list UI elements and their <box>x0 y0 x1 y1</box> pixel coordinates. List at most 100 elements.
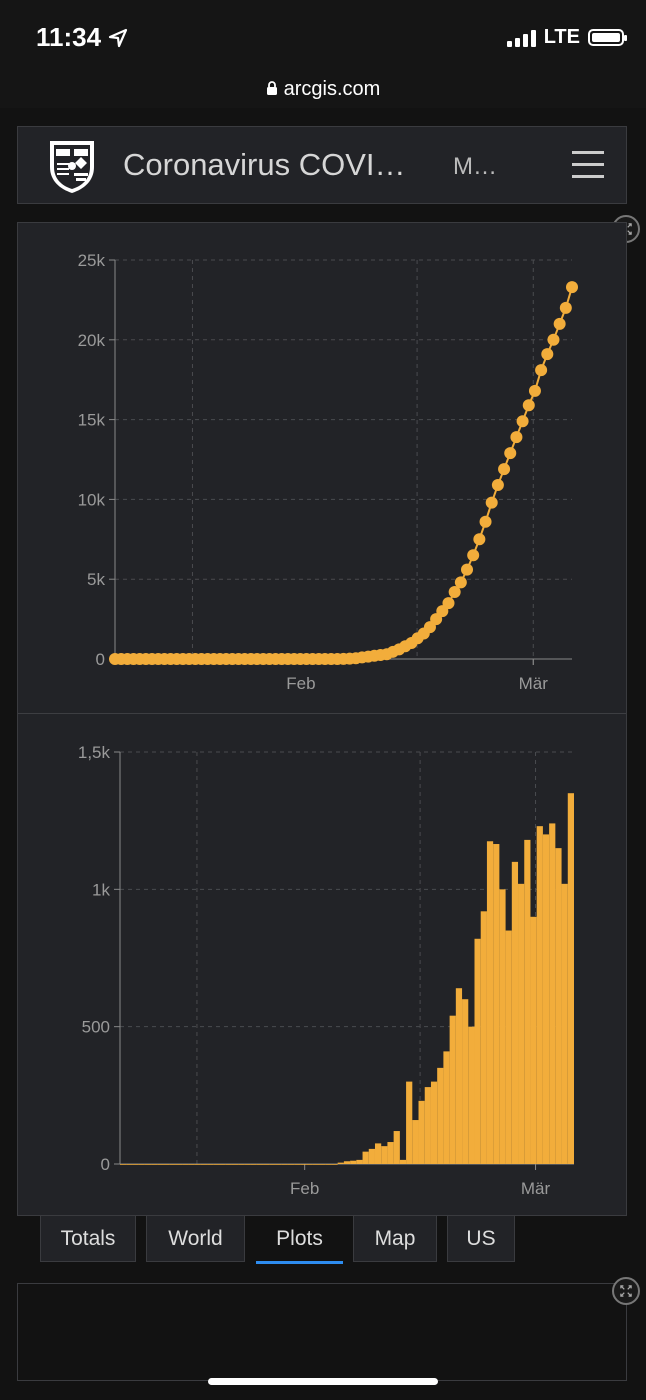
bar <box>294 1164 301 1165</box>
bar <box>312 1164 320 1165</box>
bar <box>213 1164 220 1165</box>
tab-plots[interactable]: Plots <box>256 1216 343 1264</box>
data-point <box>522 399 535 412</box>
bar <box>138 1164 145 1165</box>
tab-map[interactable]: Map <box>353 1216 437 1262</box>
bar <box>480 911 487 1164</box>
bar <box>462 999 469 1164</box>
tab-world-label: World <box>168 1226 223 1250</box>
data-point <box>498 463 511 476</box>
data-point <box>559 301 572 314</box>
data-point <box>528 384 541 397</box>
bar <box>449 1015 456 1164</box>
bar <box>524 839 531 1164</box>
data-point <box>473 533 486 546</box>
y-tick-label: 1k <box>92 880 110 899</box>
bar <box>518 883 525 1164</box>
location-arrow-icon <box>108 28 128 48</box>
url-text: arcgis.com <box>283 77 381 100</box>
y-tick-label: 0 <box>96 650 105 669</box>
bar <box>499 889 506 1164</box>
data-point <box>566 281 578 294</box>
bar <box>381 1146 388 1164</box>
bar <box>393 1131 400 1164</box>
bar <box>200 1164 208 1165</box>
expand-icon-bottom[interactable] <box>612 1277 640 1305</box>
tab-us-label: US <box>466 1226 496 1250</box>
bar <box>493 844 500 1164</box>
bar <box>300 1164 307 1165</box>
data-point <box>442 597 455 610</box>
y-tick-label: 25k <box>78 251 106 270</box>
y-tick-label: 5k <box>87 570 105 589</box>
tab-world[interactable]: World <box>146 1216 245 1262</box>
bar <box>163 1164 170 1165</box>
data-point <box>535 364 548 377</box>
app-header: Coronavirus COVI… M… <box>17 126 627 204</box>
bottom-panel <box>17 1283 627 1381</box>
cumulative-cases-line-chart: 0 5k 10k 15k 20k 25k Feb Mär <box>78 251 578 693</box>
app-subtitle[interactable]: M… <box>453 153 497 180</box>
bar <box>207 1164 214 1165</box>
bar <box>362 1151 369 1164</box>
data-point <box>541 348 554 361</box>
bar <box>343 1161 351 1164</box>
bar <box>194 1164 201 1165</box>
data-point <box>553 317 566 330</box>
bar <box>263 1164 270 1165</box>
bar <box>319 1164 326 1165</box>
bar <box>287 1164 295 1165</box>
bar <box>219 1164 226 1165</box>
bar <box>561 883 568 1164</box>
x-tick-label: Mär <box>521 1179 551 1198</box>
bar <box>437 1067 444 1164</box>
bar <box>530 916 537 1164</box>
data-point <box>454 576 467 589</box>
bar <box>269 1164 276 1165</box>
bar <box>350 1160 357 1164</box>
bar <box>468 1026 475 1164</box>
bar <box>536 826 543 1164</box>
bar <box>306 1164 313 1165</box>
tab-plots-label: Plots <box>276 1227 323 1250</box>
bar <box>555 848 562 1164</box>
hamburger-menu-icon[interactable] <box>572 151 604 179</box>
bar <box>175 1164 183 1165</box>
tab-totals[interactable]: Totals <box>40 1216 136 1262</box>
bar <box>387 1142 394 1164</box>
carrier-label: LTE <box>543 26 580 48</box>
y-tick-label: 10k <box>78 490 106 509</box>
y-tick-label: 15k <box>78 411 106 430</box>
data-point <box>491 479 504 492</box>
tab-us[interactable]: US <box>447 1216 515 1262</box>
lock-icon <box>266 81 277 95</box>
bar <box>430 1081 438 1164</box>
bar <box>281 1164 288 1165</box>
bar <box>474 938 481 1164</box>
status-indicators: LTE <box>506 26 627 49</box>
bar <box>244 1164 251 1165</box>
data-point <box>547 333 560 346</box>
bar <box>418 1100 425 1164</box>
plots-panel: 0 5k 10k 15k 20k 25k Feb Mär 0 500 1k 1,5k Feb Mär <box>17 222 627 1216</box>
bar <box>188 1164 195 1165</box>
x-tick-label: Feb <box>286 674 315 693</box>
bar <box>406 1081 413 1164</box>
bar <box>374 1143 382 1164</box>
y-tick-label: 500 <box>82 1018 110 1037</box>
data-point <box>504 447 517 460</box>
bar <box>486 841 494 1164</box>
bar <box>443 1051 450 1164</box>
bar <box>542 834 550 1164</box>
x-tick-label: Feb <box>290 1179 319 1198</box>
data-point <box>516 415 529 428</box>
bar <box>132 1164 139 1165</box>
address-bar[interactable]: arcgis.com <box>0 70 646 108</box>
bar <box>325 1164 332 1165</box>
data-point <box>461 563 474 576</box>
bar <box>157 1164 164 1165</box>
bar <box>275 1164 282 1165</box>
bar <box>337 1162 344 1164</box>
bar <box>225 1164 232 1165</box>
bar <box>412 1120 419 1164</box>
